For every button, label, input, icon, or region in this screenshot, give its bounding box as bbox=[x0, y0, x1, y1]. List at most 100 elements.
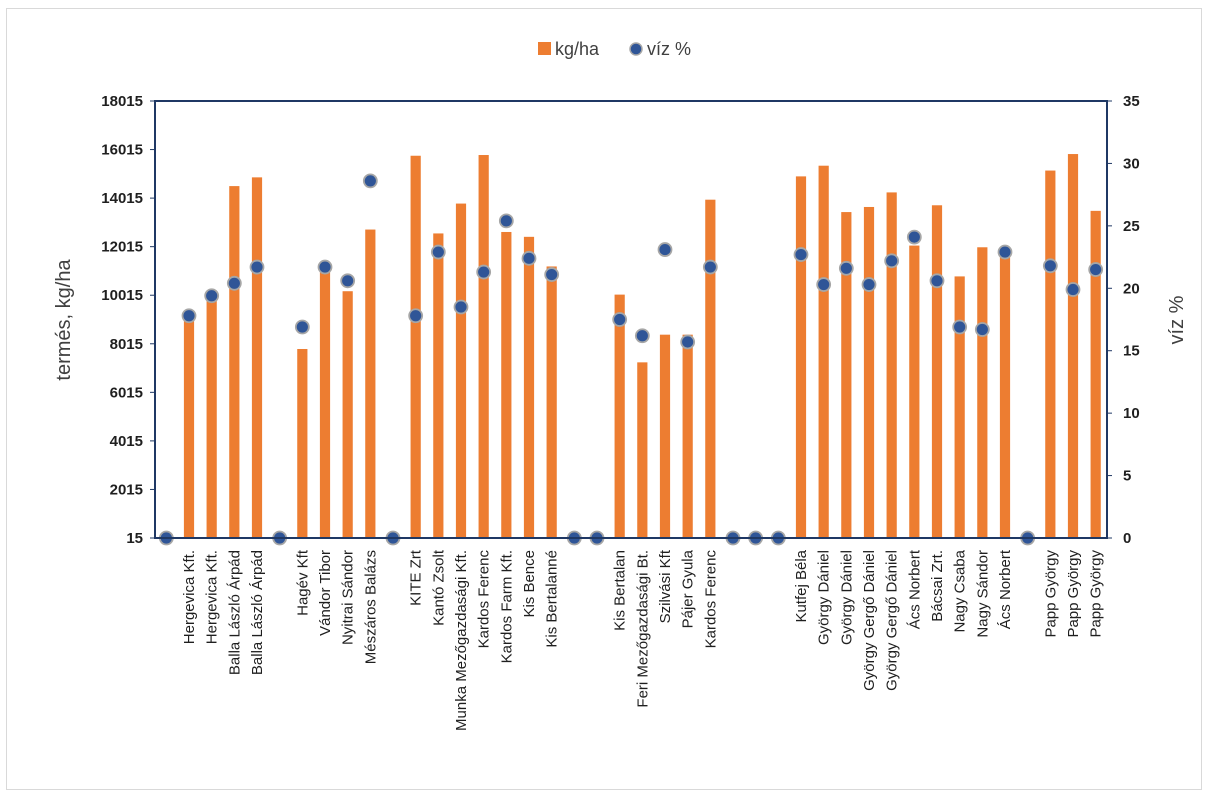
point-viz bbox=[929, 273, 945, 289]
bar-kgha bbox=[319, 266, 331, 538]
point-viz bbox=[861, 277, 877, 292]
x-category-label: György Gergő Dániel bbox=[884, 550, 901, 691]
x-category-label: Kardos Ferenc bbox=[702, 550, 719, 649]
x-category-label: Mészáros Balázs bbox=[362, 550, 379, 664]
x-category-label: Szilvási Kft bbox=[657, 549, 674, 623]
point-viz bbox=[793, 247, 809, 262]
point-viz bbox=[838, 260, 854, 276]
point-viz bbox=[1065, 282, 1081, 297]
bar-kgha bbox=[1045, 170, 1056, 538]
point-viz bbox=[249, 259, 265, 275]
point-viz bbox=[974, 322, 990, 337]
bar-kgha bbox=[795, 176, 807, 538]
x-category-label: Hagév Kft bbox=[294, 549, 311, 616]
bar-kgha bbox=[614, 294, 625, 538]
bar-kgha bbox=[478, 155, 489, 538]
bar-kgha bbox=[410, 155, 421, 538]
y2-tick-label: 30 bbox=[1123, 155, 1140, 172]
bar-kgha bbox=[637, 362, 648, 538]
point-viz bbox=[294, 319, 310, 335]
x-category-label: Nyitrai Sándor bbox=[340, 550, 357, 645]
x-category-label: Hergevica Kft. bbox=[181, 550, 198, 644]
y2-tick-label: 20 bbox=[1123, 280, 1140, 297]
bar-kgha bbox=[931, 205, 943, 538]
y-tick-label: 6015 bbox=[110, 384, 143, 401]
bar-kgha bbox=[206, 297, 217, 538]
point-viz bbox=[634, 328, 650, 344]
bar-kgha bbox=[229, 186, 240, 538]
bar-kgha bbox=[818, 165, 829, 539]
bar-kgha bbox=[342, 291, 353, 538]
x-category-label: Kantó Zsolt bbox=[430, 549, 447, 626]
point-viz bbox=[997, 244, 1013, 260]
x-category-label: Munka Mezőgazdasági Kft. bbox=[453, 550, 470, 731]
point-viz bbox=[884, 253, 900, 269]
y-axis-right-title: víz % bbox=[1166, 295, 1188, 344]
y-tick-label: 10015 bbox=[101, 287, 143, 304]
x-category-label: Pájer Gyula bbox=[680, 549, 697, 628]
legend-label-kgha: kg/ha bbox=[555, 39, 600, 59]
point-viz bbox=[952, 319, 968, 335]
point-viz bbox=[680, 334, 696, 350]
y2-tick-label: 25 bbox=[1123, 218, 1140, 235]
bar-kgha bbox=[863, 206, 875, 538]
bar-series-kgha bbox=[183, 154, 1101, 539]
point-viz bbox=[498, 213, 514, 229]
bar-kgha bbox=[1067, 154, 1079, 539]
bar-kgha bbox=[999, 254, 1011, 538]
x-category-label: Papp György bbox=[1088, 550, 1105, 638]
point-viz bbox=[702, 259, 718, 275]
legend-swatch-kgha bbox=[538, 42, 551, 55]
bar-kgha bbox=[523, 236, 535, 538]
bar-kgha bbox=[1090, 210, 1101, 539]
bar-kgha bbox=[365, 229, 376, 538]
x-axis-category-labels: Hergevica Kft. Hergevica Kft. Balla László… bbox=[181, 549, 1105, 731]
y2-tick-label: 5 bbox=[1123, 468, 1131, 485]
x-category-label: Kardos Ferenc bbox=[476, 550, 493, 649]
x-category-label: Balla László Árpád bbox=[226, 550, 243, 675]
point-viz bbox=[453, 299, 469, 315]
bar-kgha bbox=[659, 334, 671, 538]
bar-kgha bbox=[682, 334, 693, 538]
bar-kgha bbox=[977, 247, 988, 538]
bar-kgha bbox=[251, 177, 263, 538]
legend-label-viz: víz % bbox=[647, 39, 691, 59]
x-category-label: KITE Zrt bbox=[408, 549, 425, 606]
y-tick-label: 4015 bbox=[110, 433, 143, 450]
y2-tick-label: 0 bbox=[1123, 530, 1131, 547]
point-viz bbox=[362, 173, 378, 189]
point-viz bbox=[1042, 258, 1058, 274]
bar-kgha bbox=[546, 266, 557, 538]
bar-kgha bbox=[886, 192, 897, 539]
point-viz bbox=[181, 308, 197, 324]
y-tick-label: 15 bbox=[126, 530, 143, 547]
point-viz bbox=[1088, 262, 1104, 277]
bar-kgha bbox=[909, 245, 920, 539]
y2-tick-label: 35 bbox=[1123, 93, 1140, 110]
x-category-label: Ács Norbert bbox=[997, 549, 1014, 629]
x-category-label: Papp György bbox=[1065, 550, 1082, 638]
x-category-label: Nagy Sándor bbox=[974, 550, 991, 638]
x-category-label: Kis Bertalan bbox=[612, 550, 629, 631]
x-category-label: Kis Bertalanné bbox=[544, 550, 561, 648]
y-tick-label: 12015 bbox=[101, 239, 143, 256]
point-viz bbox=[612, 312, 628, 327]
y-tick-label: 16015 bbox=[101, 142, 143, 159]
bar-kgha bbox=[455, 203, 467, 538]
x-category-label: Kutfej Béla bbox=[793, 549, 810, 622]
legend: kg/ha víz % bbox=[538, 39, 691, 59]
y-axis-right-ticks: 35 30 25 20 15 10 5 0 bbox=[1107, 93, 1140, 547]
point-viz bbox=[430, 244, 446, 260]
bar-kgha bbox=[841, 212, 852, 538]
x-category-label: György Gergő Dániel bbox=[861, 550, 878, 691]
plot-area-border bbox=[154, 100, 1108, 539]
x-category-label: György Dániel bbox=[838, 550, 855, 645]
y-tick-label: 2015 bbox=[110, 481, 143, 498]
point-viz bbox=[340, 273, 356, 289]
x-category-label: Balla László Árpád bbox=[249, 550, 266, 675]
point-viz bbox=[521, 250, 537, 266]
point-viz bbox=[657, 242, 673, 257]
point-viz bbox=[204, 288, 220, 304]
point-viz bbox=[408, 308, 424, 324]
point-viz bbox=[317, 259, 333, 275]
